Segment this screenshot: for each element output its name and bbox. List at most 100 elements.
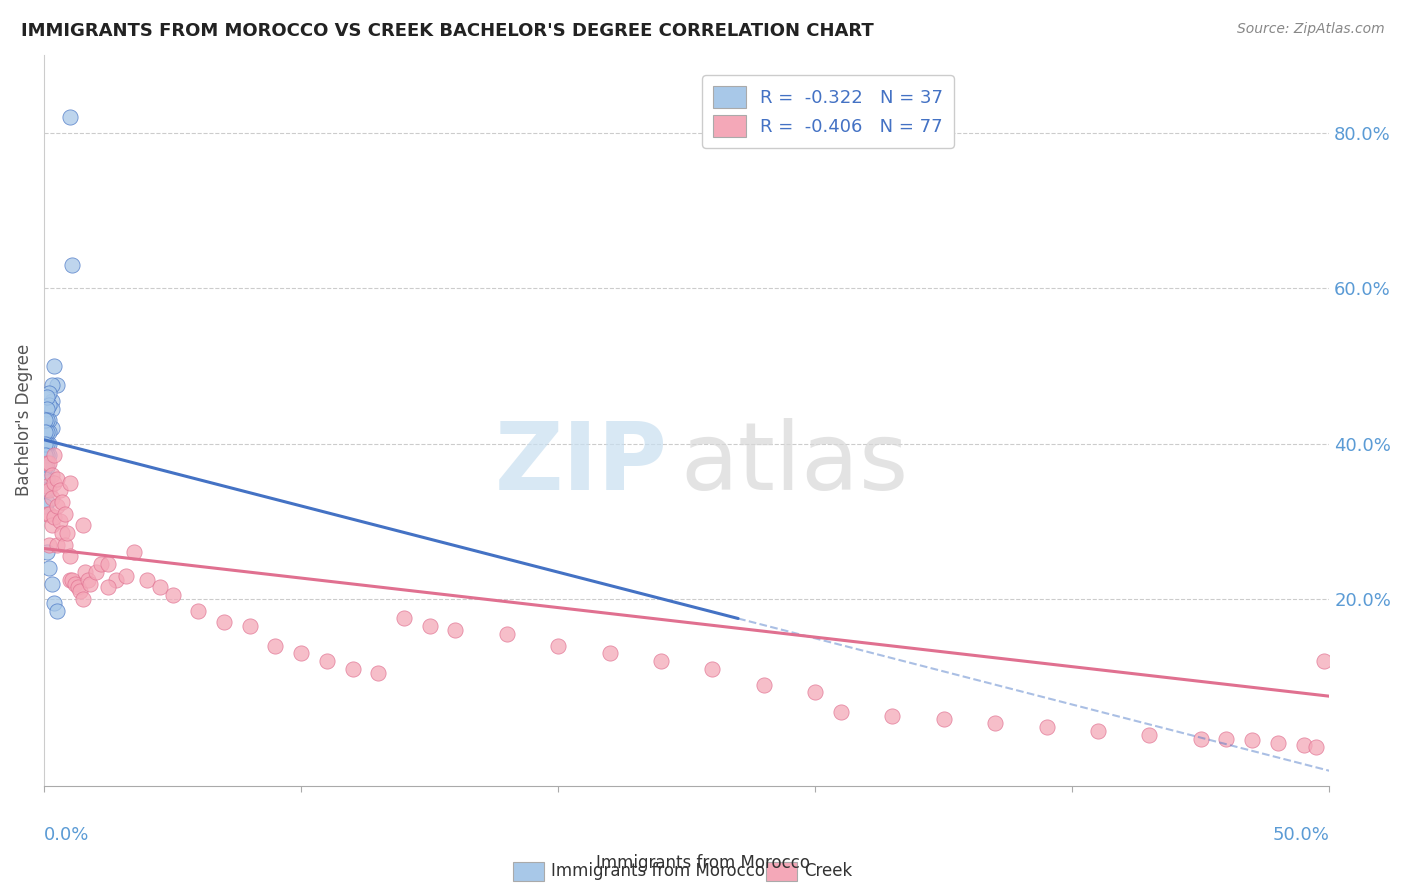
Point [44,510,66,524]
Point [149,581,172,595]
Point [35,545,58,559]
Point [38,398,60,412]
Point [804,685,827,699]
Point [264,639,287,653]
Text: IMMIGRANTS FROM MOROCCO VS CREEK BACHELOR'S DEGREE CORRELATION CHART: IMMIGRANTS FROM MOROCCO VS CREEK BACHELO… [21,22,875,40]
Point [34,472,56,486]
Point [41,421,63,435]
Point [35,401,58,416]
Point [46,499,69,513]
Point [38,507,60,521]
Point [367,665,389,680]
Point [38,425,60,439]
Point [35,425,58,439]
Point [56,526,79,541]
Point [882,708,904,723]
Point [97,557,120,571]
Point [830,705,852,719]
Point [35,413,58,427]
Point [72,592,94,607]
Point [41,378,63,392]
Text: 50.0%: 50.0% [1272,826,1329,844]
Point [187,604,209,618]
Point [48,514,70,528]
Point [342,662,364,676]
Point [44,359,66,373]
FancyBboxPatch shape [766,862,797,881]
Point [1267,736,1289,750]
Point [59,573,82,587]
Point [41,401,63,416]
Point [41,393,63,408]
Point [495,627,517,641]
Point [650,654,672,668]
Point [38,538,60,552]
Point [72,518,94,533]
Point [35,495,58,509]
Point [752,677,775,691]
Point [66,581,89,595]
Point [115,568,138,582]
Point [34,436,56,450]
Point [35,507,58,521]
Point [63,576,86,591]
FancyBboxPatch shape [513,862,544,881]
Point [44,448,66,462]
Legend: R =  -0.322   N = 37, R =  -0.406   N = 77: R = -0.322 N = 37, R = -0.406 N = 77 [703,75,953,148]
Y-axis label: Bachelor's Degree: Bachelor's Degree [15,344,32,497]
Point [60,573,83,587]
Point [41,576,63,591]
Point [46,378,69,392]
Point [69,584,91,599]
Point [46,472,69,486]
Text: Immigrants from Morocco: Immigrants from Morocco [551,863,765,880]
Point [35,479,58,493]
Point [38,456,60,470]
Point [46,538,69,552]
Point [239,619,262,633]
Point [702,662,724,676]
Point [90,557,112,571]
Point [35,483,58,498]
Point [51,526,73,541]
Text: ZIP: ZIP [495,418,668,510]
Point [38,561,60,575]
Point [59,111,82,125]
Point [53,507,76,521]
Point [38,448,60,462]
Point [38,413,60,427]
Point [212,615,235,630]
Point [46,604,69,618]
Point [105,573,128,587]
Point [35,460,58,475]
Point [34,448,56,462]
Point [34,483,56,498]
Point [932,713,955,727]
Point [48,483,70,498]
Point [35,436,58,450]
Point [97,581,120,595]
Point [44,475,66,490]
Point [34,413,56,427]
Point [41,491,63,505]
Point [135,573,157,587]
Point [547,639,569,653]
Point [41,518,63,533]
Point [75,565,97,579]
Point [38,386,60,401]
Point [60,258,83,272]
Point [1313,654,1336,668]
Point [51,495,73,509]
Point [35,390,58,404]
Point [1137,728,1160,742]
Point [162,588,184,602]
Point [34,460,56,475]
Point [1189,731,1212,746]
Point [44,596,66,610]
Point [122,545,145,559]
Point [1241,733,1264,747]
Point [1215,731,1237,746]
Point [59,475,82,490]
Point [599,647,621,661]
Point [1035,720,1057,734]
